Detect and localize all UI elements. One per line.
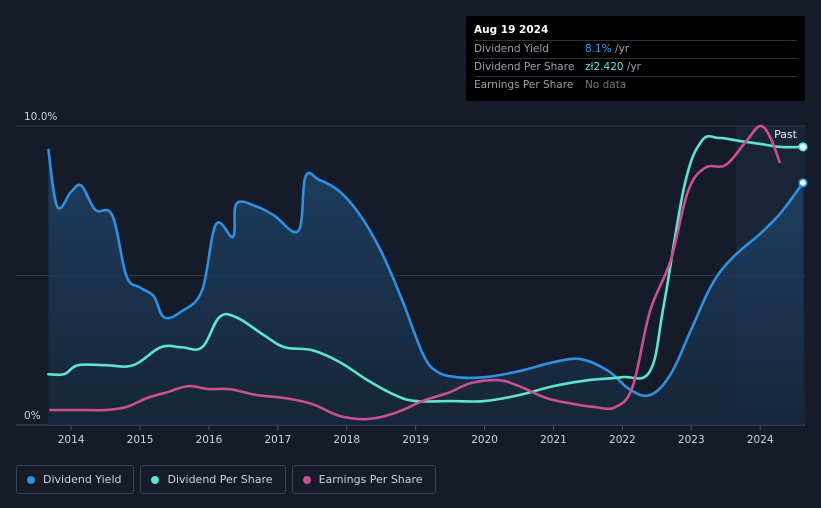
y-tick-label: 10.0% [24, 111, 57, 123]
tooltip-label-earnings-per-share: Earnings Per Share [474, 79, 574, 91]
endpoint-marker-dividend-per-share [798, 142, 808, 152]
legend-item-dividend-yield[interactable]: Dividend Yield [16, 465, 135, 494]
tooltip-label-dividend-per-share: Dividend Per Share [474, 61, 575, 73]
x-tick-label: 2021 [540, 434, 567, 446]
tooltip-value-dividend-yield: 8.1% /yr [585, 41, 629, 58]
past-annotation-label: Past [774, 128, 798, 141]
tooltip-row-dividend-per-share: Dividend Per Share zł2.420 /yr [474, 58, 797, 76]
legend-label-earnings-per-share: Earnings Per Share [318, 473, 423, 486]
series-line-earnings-per-share [49, 124, 781, 421]
x-tick-label: 2023 [678, 434, 705, 446]
x-tick-label: 2014 [58, 434, 85, 446]
axis-text-layer: 10.0% 0% 2014 2015 2016 2017 2018 2019 2020 2021 2… [24, 111, 798, 446]
legend-label-dividend-per-share: Dividend Per Share [167, 473, 273, 486]
legend-item-dividend-per-share[interactable]: Dividend Per Share [140, 465, 286, 494]
series-area-dividend-yield [48, 149, 803, 426]
y-tick-label: 0% [24, 410, 41, 422]
x-tick-label: 2016 [196, 434, 223, 446]
series-line-dividend-per-share [47, 134, 805, 403]
tooltip-row-dividend-yield: Dividend Yield 8.1% /yr [474, 40, 797, 58]
legend-dot-dividend-yield [27, 475, 35, 484]
chart-legend: Dividend Yield Dividend Per Share Earnin… [16, 465, 436, 494]
tooltip-row-earnings-per-share: Earnings Per Share No data [474, 76, 797, 94]
tooltip-label-dividend-yield: Dividend Yield [474, 43, 549, 55]
lines-layer [47, 124, 805, 421]
x-tick-label: 2022 [609, 434, 636, 446]
tooltip-unit-dividend-yield: /yr [611, 43, 630, 55]
legend-item-earnings-per-share[interactable]: Earnings Per Share [291, 465, 436, 494]
tooltip-value-dividend-per-share: zł2.420 /yr [585, 59, 641, 76]
legend-dot-dividend-per-share [151, 475, 160, 484]
x-tick-label: 2024 [747, 434, 774, 446]
x-tick-label: 2017 [264, 434, 291, 446]
tooltip-number-dividend-yield: 8.1% [585, 43, 612, 55]
legend-dot-earnings-per-share [302, 475, 311, 484]
x-tick-label: 2019 [402, 434, 429, 446]
area-layer [48, 149, 803, 426]
x-tick-label: 2018 [333, 434, 360, 446]
chart-tooltip: Aug 19 2024 Dividend Yield 8.1% /yr Divi… [466, 16, 805, 101]
tooltip-unit-dividend-per-share: /yr [623, 61, 641, 73]
tooltip-date: Aug 19 2024 [474, 24, 549, 36]
tooltip-number-earnings-per-share: No data [585, 79, 627, 91]
series-line-dividend-yield [47, 148, 805, 398]
points-layer [798, 142, 808, 188]
x-tick-label: 2015 [127, 434, 154, 446]
tooltip-number-dividend-per-share: zł2.420 [585, 61, 624, 73]
tooltip-value-earnings-per-share: No data [585, 77, 626, 94]
endpoint-marker-dividend-yield [798, 178, 808, 188]
legend-label-dividend-yield: Dividend Yield [43, 473, 122, 486]
x-tick-label: 2020 [471, 434, 498, 446]
